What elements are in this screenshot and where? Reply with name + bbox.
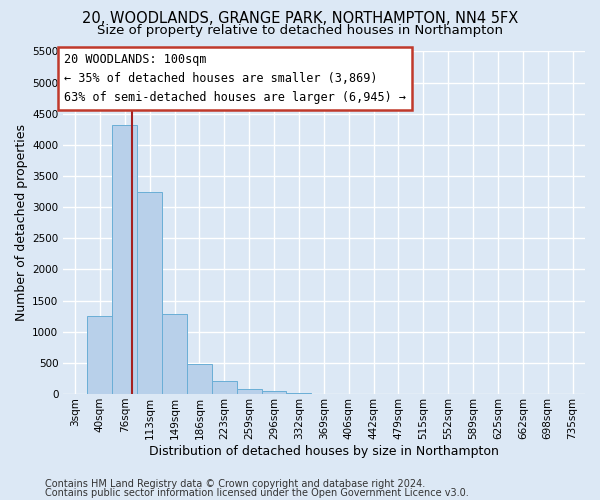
Bar xyxy=(262,391,286,394)
Bar xyxy=(187,364,212,394)
Text: Contains public sector information licensed under the Open Government Licence v3: Contains public sector information licen… xyxy=(45,488,469,498)
Bar xyxy=(162,314,187,394)
Bar xyxy=(286,393,311,394)
Text: 20, WOODLANDS, GRANGE PARK, NORTHAMPTON, NN4 5FX: 20, WOODLANDS, GRANGE PARK, NORTHAMPTON,… xyxy=(82,11,518,26)
Bar xyxy=(237,390,262,394)
Text: Size of property relative to detached houses in Northampton: Size of property relative to detached ho… xyxy=(97,24,503,37)
Text: Contains HM Land Registry data © Crown copyright and database right 2024.: Contains HM Land Registry data © Crown c… xyxy=(45,479,425,489)
Bar xyxy=(137,192,162,394)
Y-axis label: Number of detached properties: Number of detached properties xyxy=(15,124,28,322)
Bar xyxy=(112,125,137,394)
Bar xyxy=(88,316,112,394)
X-axis label: Distribution of detached houses by size in Northampton: Distribution of detached houses by size … xyxy=(149,444,499,458)
Bar xyxy=(212,381,237,394)
Text: 20 WOODLANDS: 100sqm
← 35% of detached houses are smaller (3,869)
63% of semi-de: 20 WOODLANDS: 100sqm ← 35% of detached h… xyxy=(64,52,406,104)
